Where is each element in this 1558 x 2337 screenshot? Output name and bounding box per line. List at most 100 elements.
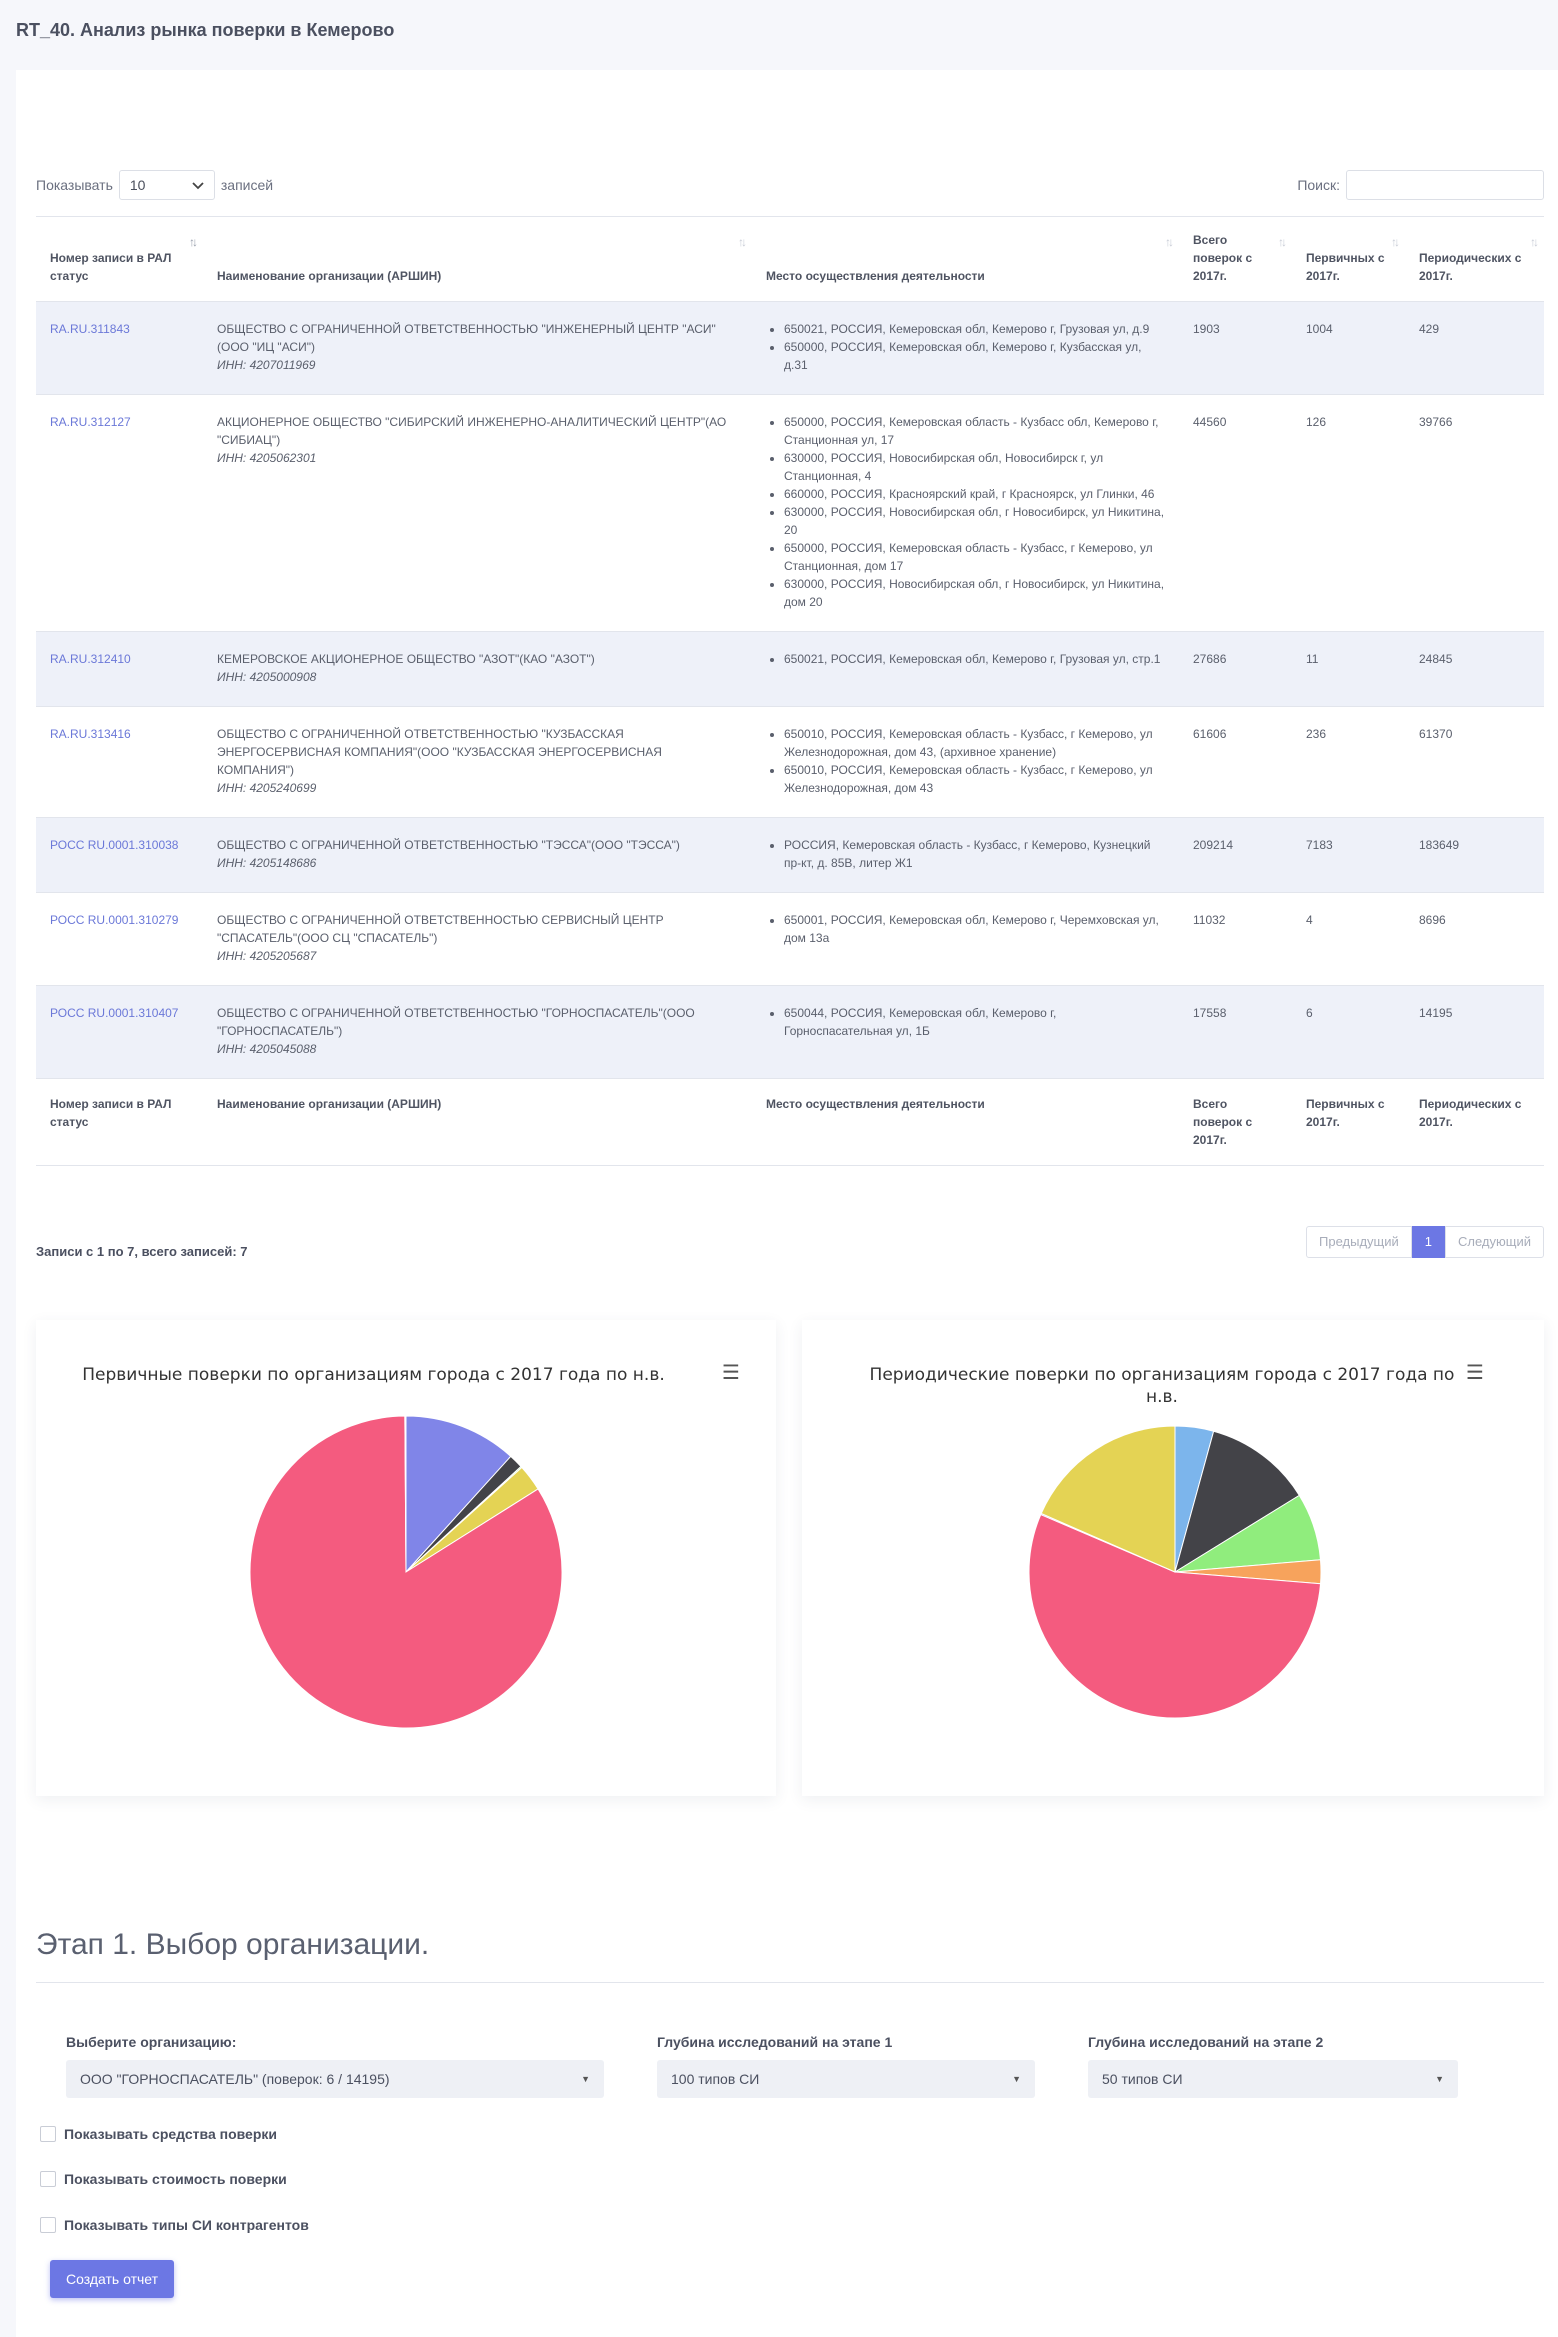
location-item: 650021, РОССИЯ, Кемеровская обл, Кемеров…	[784, 320, 1165, 338]
checkbox-types[interactable]	[40, 2217, 56, 2233]
search-input[interactable]	[1346, 170, 1544, 200]
table-row: RA.RU.312410 КЕМЕРОВСКОЕ АКЦИОНЕРНОЕ ОБЩЕ…	[36, 631, 1544, 707]
checkbox-cost[interactable]	[40, 2171, 56, 2187]
periodic-chart-title: Периодические поверки по организациям го…	[869, 1365, 1455, 1407]
sort-icon[interactable]: ↑↓	[1530, 235, 1539, 249]
column-header[interactable]: Первичных с 2017г. ↑↓	[1292, 216, 1405, 302]
sort-icon[interactable]: ↑↓	[1391, 235, 1400, 249]
column-header-label: Номер записи в РАЛ статус	[50, 251, 172, 283]
org-name-cell: КЕМЕРОВСКОЕ АКЦИОНЕРНОЕ ОБЩЕСТВО "АЗОТ"(…	[203, 631, 752, 707]
create-report-button[interactable]: Создать отчет	[50, 2260, 175, 2298]
column-header[interactable]: Периодических с 2017г. ↑↓	[1405, 216, 1544, 302]
reg-link[interactable]: RA.RU.312410	[50, 652, 131, 666]
search-label: Поиск:	[1297, 177, 1340, 193]
org-name: ОБЩЕСТВО С ОГРАНИЧЕННОЙ ОТВЕТСТВЕННОСТЬЮ…	[217, 727, 662, 777]
org-inn: ИНН: 4205205687	[217, 949, 317, 963]
checkbox-row-types[interactable]: Показывать типы СИ контрагентов	[40, 2217, 309, 2233]
prev-button[interactable]: Предыдущий	[1306, 1226, 1412, 1258]
stage-title: Этап 1. Выбор организации.	[36, 1928, 430, 1961]
divider	[36, 1982, 1544, 1983]
pie-slice[interactable]	[405, 1415, 512, 1574]
column-header-label: Наименование организации (АРШИН)	[217, 1097, 442, 1111]
reg-link[interactable]: РОСС RU.0001.310279	[50, 913, 179, 927]
total-cell: 44560	[1179, 394, 1292, 632]
org-inn: ИНН: 4205062301	[217, 451, 317, 465]
depth2-select[interactable]: 50 типов СИ ▼	[1088, 2060, 1458, 2098]
location-item: 650000, РОССИЯ, Кемеровская область - Ку…	[784, 413, 1165, 449]
page-title: RT_40. Анализ рынка поверки в Кемерово	[16, 20, 395, 40]
pie-slice[interactable]	[249, 1415, 563, 1729]
reg-cell: RA.RU.311843	[36, 301, 203, 395]
periodic-cell: 429	[1405, 301, 1544, 395]
primary-chart-card: Первичные поверки по организациям города…	[36, 1320, 776, 1796]
column-header[interactable]: Всего поверок с 2017г. ↑↓	[1179, 216, 1292, 302]
menu-icon[interactable]: ☰	[1466, 1362, 1484, 1384]
length-select[interactable]: 10	[118, 170, 215, 200]
menu-icon[interactable]: ☰	[722, 1362, 740, 1384]
chevron-down-icon	[192, 177, 204, 193]
org-name-cell: ОБЩЕСТВО С ОГРАНИЧЕННОЙ ОТВЕТСТВЕННОСТЬЮ…	[203, 892, 752, 986]
sort-icon[interactable]: ↑↓	[189, 235, 198, 249]
total-cell: 209214	[1179, 817, 1292, 893]
sort-icon[interactable]: ↑↓	[1165, 235, 1174, 249]
checkbox-row-tools[interactable]: Показывать средства поверки	[40, 2126, 277, 2142]
total-cell: 11032	[1179, 892, 1292, 986]
column-header[interactable]: Наименование организации (АРШИН) ↑↓	[203, 216, 752, 302]
depth1-select-value: 100 типов СИ	[671, 2071, 760, 2087]
organizations-table: Номер записи в РАЛ статус ↑↓ Наименование …	[36, 216, 1544, 1166]
location-item: 650010, РОССИЯ, Кемеровская область - Ку…	[784, 761, 1165, 797]
column-header-label: Всего поверок с 2017г.	[1193, 1097, 1253, 1147]
primary-cell: 11	[1292, 631, 1405, 707]
reg-link[interactable]: RA.RU.312127	[50, 415, 131, 429]
org-inn: ИНН: 4207011969	[217, 358, 316, 372]
pie-slice[interactable]	[1040, 1425, 1176, 1573]
column-header-label: Наименование организации (АРШИН)	[217, 269, 442, 283]
org-select[interactable]: ООО "ГОРНОСПАСАТЕЛЬ" (поверок: 6 / 14195…	[66, 2060, 604, 2098]
sort-icon[interactable]: ↑↓	[738, 235, 747, 249]
org-name-cell: ОБЩЕСТВО С ОГРАНИЧЕННОЙ ОТВЕТСТВЕННОСТЬЮ…	[203, 301, 752, 395]
depth1-select[interactable]: 100 типов СИ ▼	[657, 2060, 1035, 2098]
checkbox-tools-label: Показывать средства поверки	[64, 2126, 278, 2142]
pie-slice[interactable]	[1174, 1430, 1300, 1574]
pie-slice[interactable]	[1028, 1513, 1322, 1719]
periodic-cell: 24845	[1405, 631, 1544, 707]
location-cell: 650021, РОССИЯ, Кемеровская обл, Кемеров…	[752, 631, 1179, 707]
reg-link[interactable]: РОСС RU.0001.310038	[50, 838, 179, 852]
column-header-label: Первичных с 2017г.	[1306, 1097, 1385, 1129]
location-cell: 650000, РОССИЯ, Кемеровская область - Ку…	[752, 394, 1179, 632]
primary-cell: 236	[1292, 706, 1405, 818]
column-header[interactable]: Номер записи в РАЛ статус ↑↓	[36, 216, 203, 302]
length-suffix: записей	[220, 177, 274, 193]
location-cell: РОССИЯ, Кемеровская область - Кузбасс, г…	[752, 817, 1179, 893]
periodic-cell: 8696	[1405, 892, 1544, 986]
location-cell: 650010, РОССИЯ, Кемеровская область - Ку…	[752, 706, 1179, 818]
reg-cell: РОСС RU.0001.310279	[36, 892, 203, 986]
reg-link[interactable]: RA.RU.311843	[50, 322, 130, 336]
pie-slice[interactable]	[404, 1415, 407, 1573]
org-inn: ИНН: 4205148686	[217, 856, 317, 870]
next-button[interactable]: Следующий	[1445, 1226, 1544, 1258]
primary-pie	[249, 1415, 563, 1729]
checkbox-tools[interactable]	[40, 2126, 56, 2142]
location-item: 630000, РОССИЯ, Новосибирская обл, г Нов…	[784, 575, 1165, 611]
page-1-button[interactable]: 1	[1411, 1226, 1446, 1258]
periodic-cell: 39766	[1405, 394, 1544, 632]
depth2-label: Глубина исследований на этапе 2	[1088, 2034, 1324, 2050]
checkbox-row-cost[interactable]: Показывать стоимость поверки	[40, 2171, 287, 2187]
sort-icon[interactable]: ↑↓	[1278, 235, 1287, 249]
location-item: 650000, РОССИЯ, Кемеровская область - Ку…	[784, 539, 1165, 575]
column-header-label: Место осуществления деятельности	[766, 1097, 985, 1111]
reg-link[interactable]: RA.RU.313416	[50, 727, 131, 741]
column-header[interactable]: Место осуществления деятельности ↑↓	[752, 216, 1179, 302]
depth1-label: Глубина исследований на этапе 1	[657, 2034, 893, 2050]
org-name: ОБЩЕСТВО С ОГРАНИЧЕННОЙ ОТВЕТСТВЕННОСТЬЮ…	[217, 838, 680, 852]
org-name: КЕМЕРОВСКОЕ АКЦИОНЕРНОЕ ОБЩЕСТВО "АЗОТ"(…	[217, 652, 595, 666]
reg-link[interactable]: РОСС RU.0001.310407	[50, 1006, 179, 1020]
reg-cell: RA.RU.312410	[36, 631, 203, 707]
primary-cell: 6	[1292, 985, 1405, 1079]
org-label: Выберите организацию:	[66, 2034, 237, 2050]
total-cell: 17558	[1179, 985, 1292, 1079]
column-header-label: Место осуществления деятельности	[766, 269, 985, 283]
location-item: 650044, РОССИЯ, Кемеровская обл, Кемеров…	[784, 1004, 1165, 1040]
org-name: АКЦИОНЕРНОЕ ОБЩЕСТВО "СИБИРСКИЙ ИНЖЕНЕРН…	[217, 415, 727, 447]
